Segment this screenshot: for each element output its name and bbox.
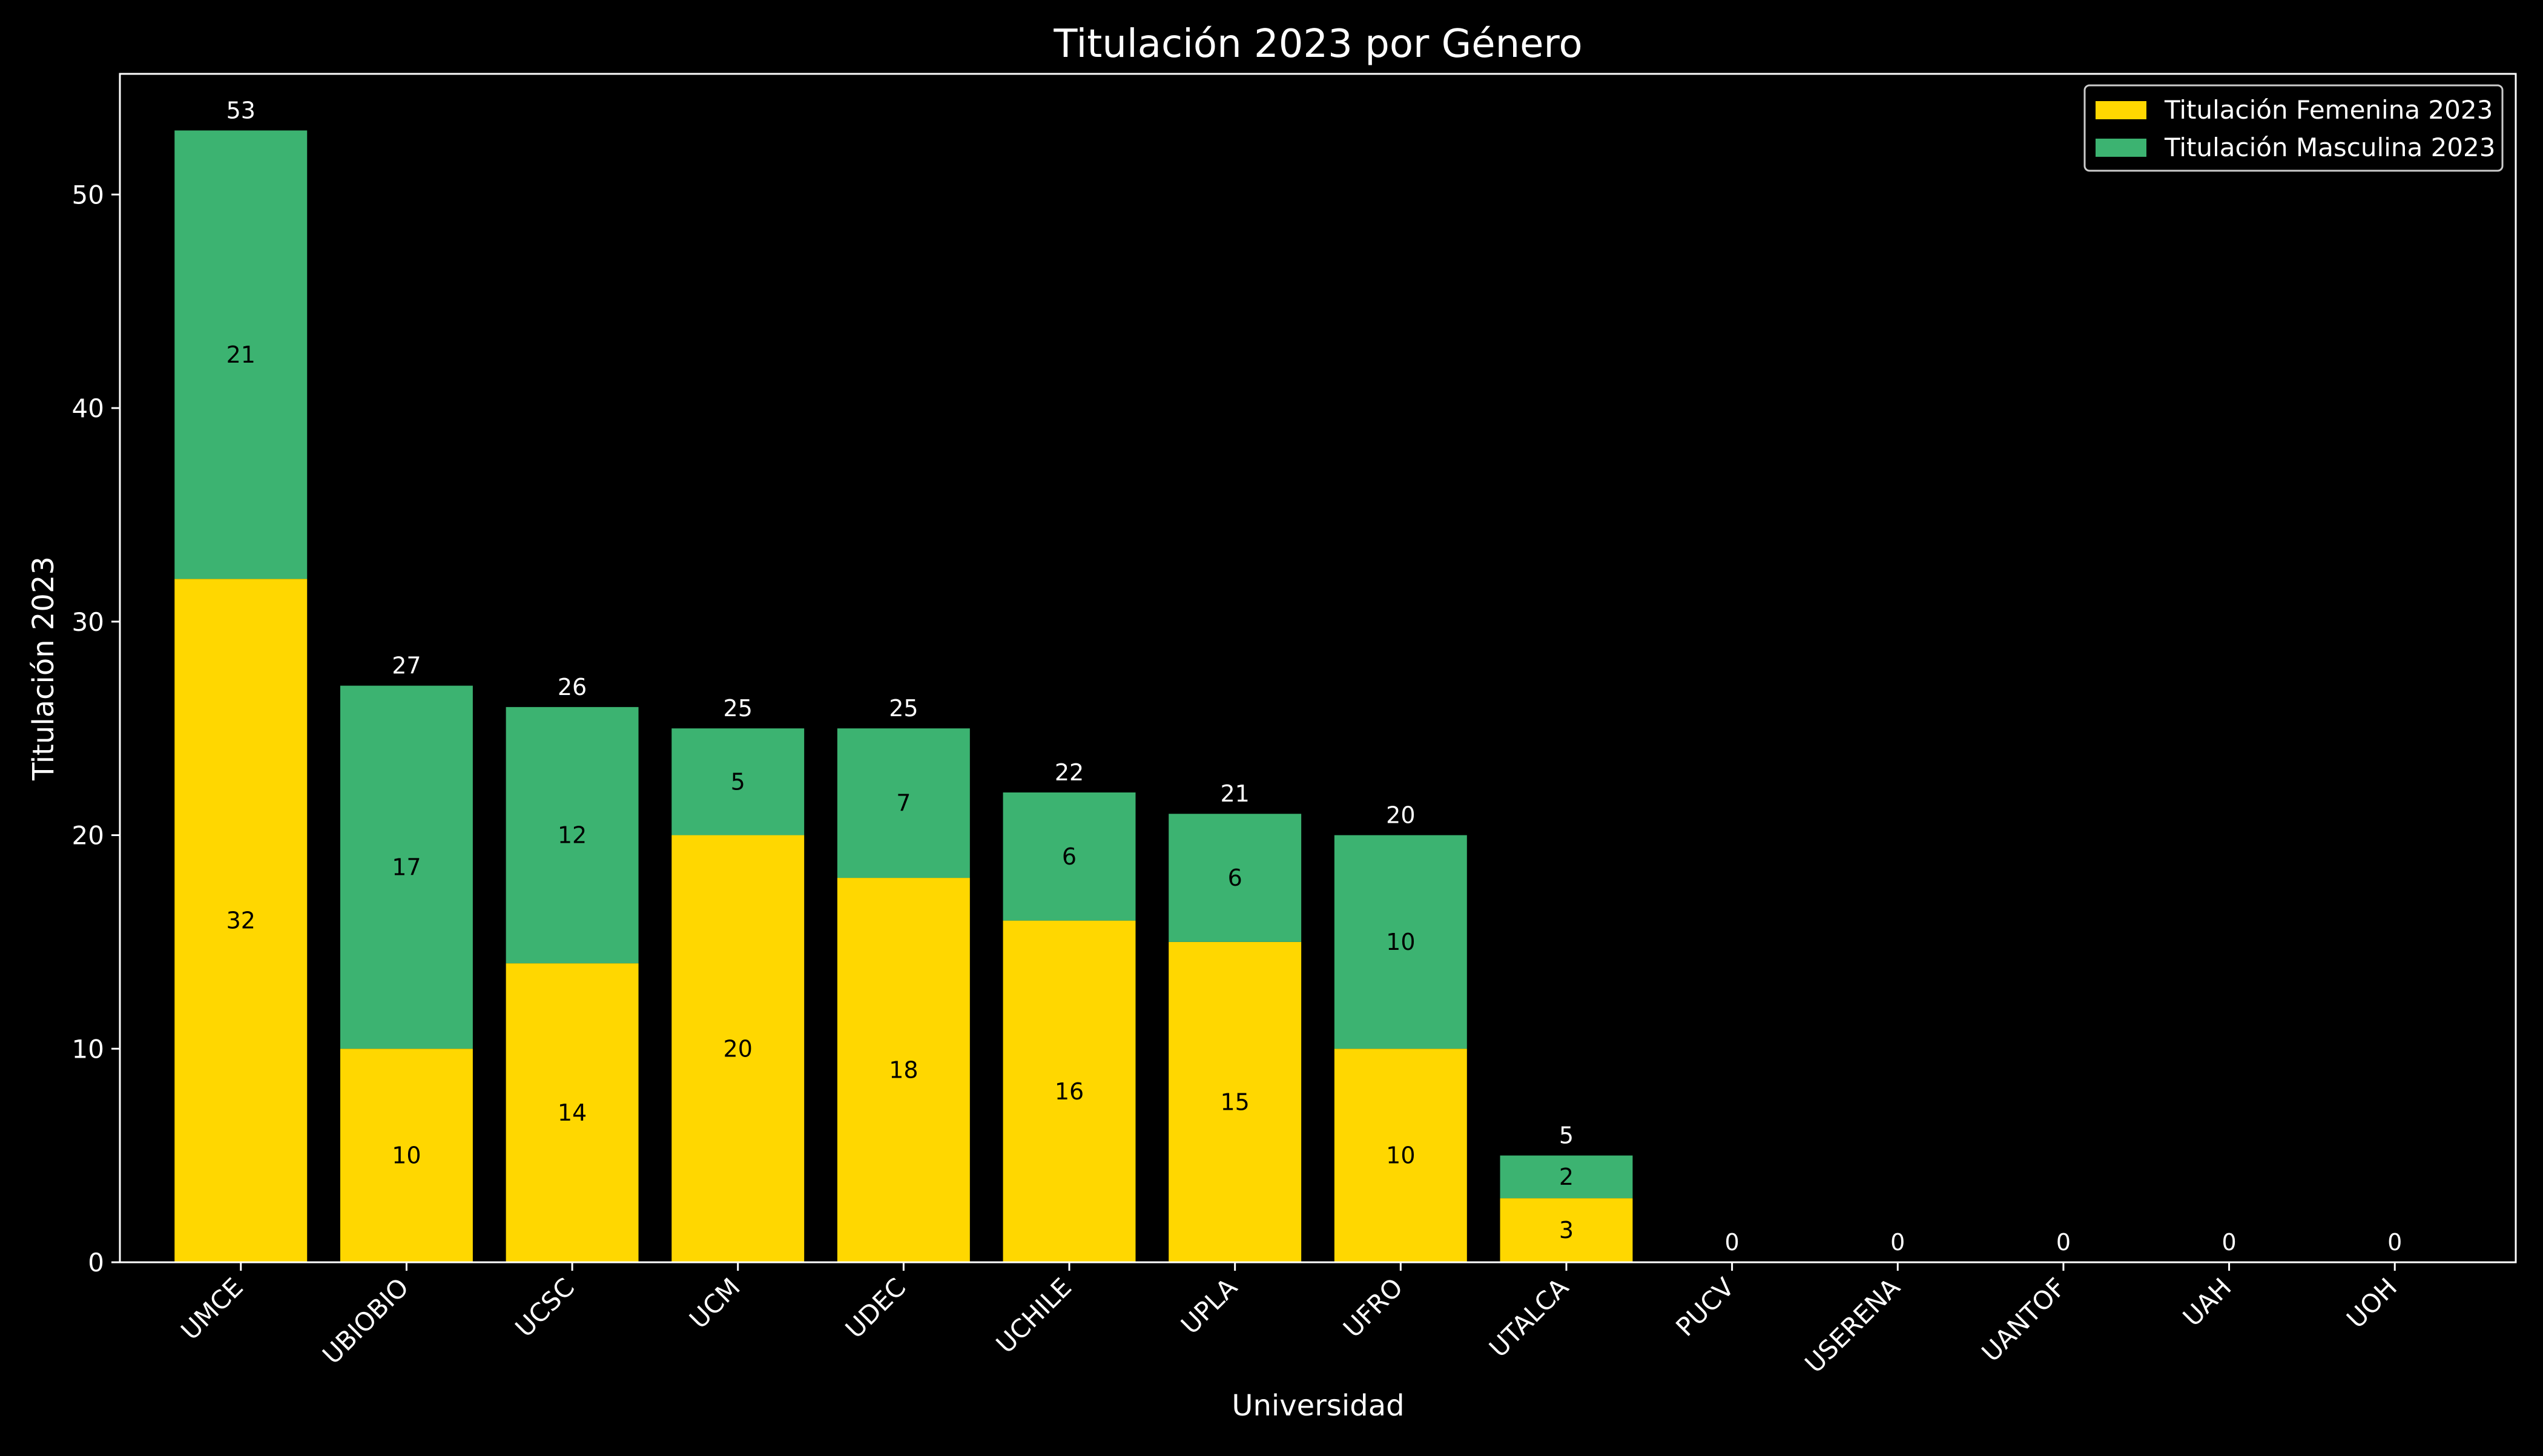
segment-value-label: 21	[226, 341, 256, 368]
bar-segment-masculina	[1500, 1155, 1633, 1199]
chart-title: Titulación 2023 por Género	[1053, 22, 1582, 67]
bar-segment-masculina	[506, 707, 639, 964]
y-tick-label: 10	[72, 1034, 104, 1064]
bar-segment-femenina	[1003, 920, 1136, 1262]
bar-segment-femenina	[1334, 1049, 1467, 1262]
segment-value-label: 18	[889, 1057, 918, 1084]
legend-label: Titulación Femenina 2023	[2164, 95, 2493, 125]
bar-segment-femenina	[340, 1049, 473, 1262]
bar-segment-masculina	[837, 728, 970, 878]
bar-segment-femenina	[506, 963, 639, 1262]
segment-value-label: 20	[724, 1035, 753, 1062]
total-value-label: 5	[1559, 1122, 1574, 1149]
segment-value-label: 5	[731, 768, 745, 795]
y-tick-label: 0	[88, 1248, 104, 1277]
y-tick-label: 40	[72, 394, 104, 423]
total-value-label: 53	[226, 97, 256, 124]
bar-segment-masculina	[1334, 835, 1467, 1049]
segment-value-label: 14	[558, 1099, 587, 1126]
legend-swatch	[2096, 101, 2146, 119]
bar-segment-masculina	[174, 130, 308, 579]
total-value-label: 0	[1890, 1229, 1905, 1256]
bar-segment-masculina	[671, 728, 805, 835]
x-axis-label: Universidad	[1232, 1389, 1404, 1423]
bar-segment-masculina	[340, 685, 473, 1049]
segment-value-label: 12	[558, 822, 587, 849]
total-value-label: 0	[2387, 1229, 2402, 1256]
legend-box	[2083, 84, 2504, 172]
segment-value-label: 6	[1228, 865, 1242, 891]
bar-segment-femenina	[671, 835, 805, 1262]
bar-segment-femenina	[1500, 1198, 1633, 1262]
segment-value-label: 16	[1055, 1078, 1084, 1105]
total-value-label: 0	[2221, 1229, 2236, 1256]
total-value-label: 26	[558, 674, 587, 700]
segment-value-label: 32	[226, 908, 256, 934]
y-tick-label: 20	[72, 821, 104, 851]
total-value-label: 25	[724, 695, 753, 722]
bar-segment-femenina	[837, 878, 970, 1262]
segment-value-label: 10	[1386, 1142, 1415, 1169]
total-value-label: 0	[2056, 1229, 2071, 1256]
bar-segment-femenina	[174, 579, 308, 1262]
y-tick-label: 50	[72, 180, 104, 209]
bar-segment-femenina	[1169, 941, 1302, 1262]
y-tick-label: 30	[72, 607, 104, 637]
y-axis-label: Titulación 2023	[27, 556, 61, 781]
total-value-label: 27	[392, 653, 421, 679]
segment-value-label: 3	[1559, 1217, 1574, 1244]
segment-value-label: 6	[1062, 843, 1077, 870]
legend: Titulación Femenina 2023 Titulación Mascu…	[2083, 84, 2504, 172]
labels-layer: 32 10 14 20 18 16 15 10 3 21 17 12 5 7 6 6 10 2 53 27 26 25 25…	[226, 97, 2403, 1256]
segment-value-label: 17	[392, 854, 421, 880]
plot-frame	[119, 73, 2517, 1263]
bar-segment-masculina	[1169, 814, 1302, 942]
total-value-label: 20	[1386, 802, 1415, 829]
total-value-label: 21	[1220, 780, 1249, 807]
segment-value-label: 7	[896, 790, 911, 817]
legend-swatch	[2096, 139, 2146, 157]
bar-segment-masculina	[1003, 792, 1136, 921]
total-value-label: 25	[889, 695, 918, 722]
segment-value-label: 15	[1220, 1089, 1249, 1115]
legend-label: Titulación Masculina 2023	[2164, 133, 2495, 162]
total-value-label: 0	[1725, 1229, 1740, 1256]
segment-value-label: 2	[1559, 1164, 1574, 1190]
segment-value-label: 10	[392, 1142, 421, 1169]
segment-value-label: 10	[1386, 929, 1415, 955]
bars-layer	[174, 130, 1633, 1262]
total-value-label: 22	[1055, 759, 1084, 786]
